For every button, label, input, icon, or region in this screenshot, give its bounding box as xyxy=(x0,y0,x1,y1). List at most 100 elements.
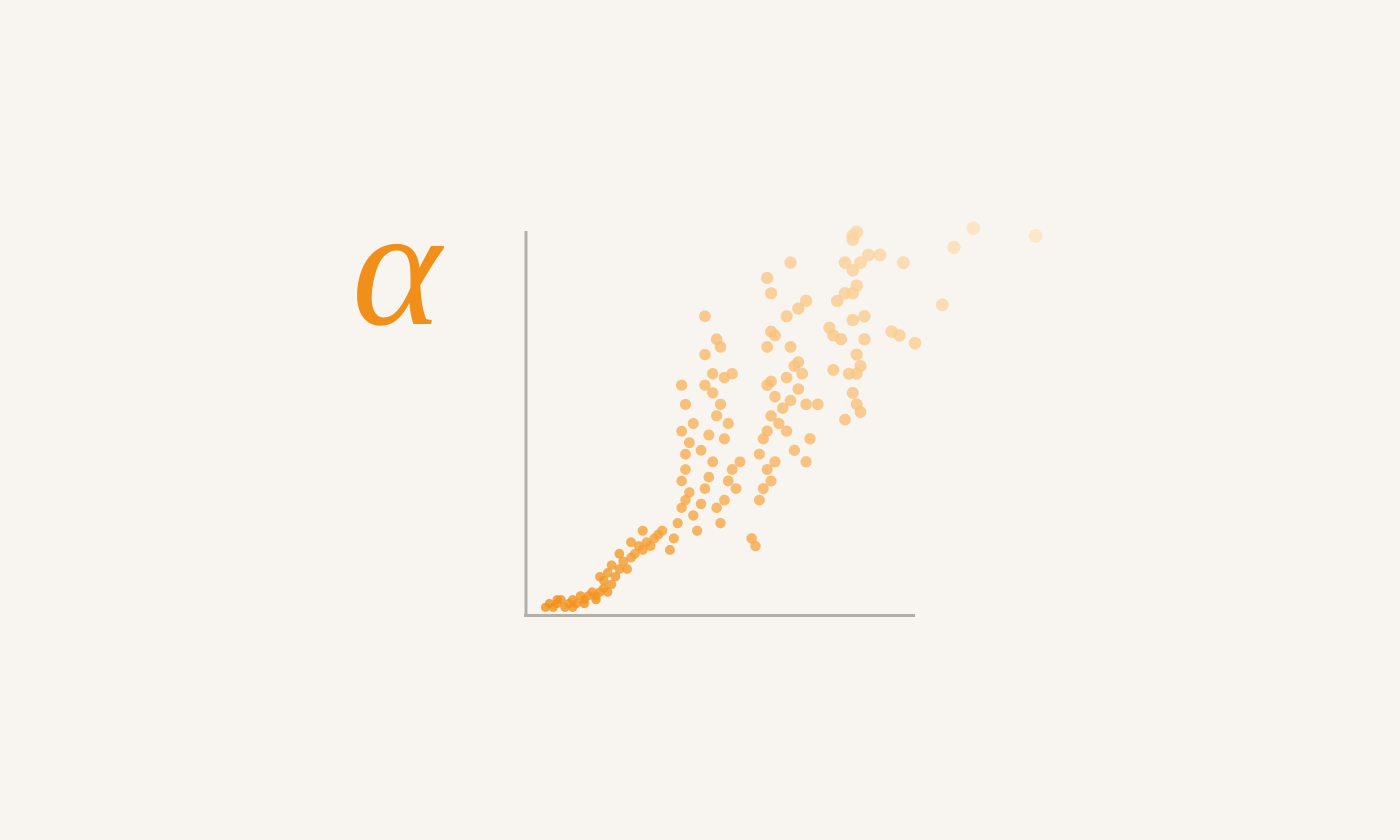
point xyxy=(780,425,793,437)
point xyxy=(699,310,711,323)
point xyxy=(861,248,875,262)
point xyxy=(769,390,781,403)
point xyxy=(680,448,691,460)
point xyxy=(606,560,617,571)
point xyxy=(765,410,777,422)
point xyxy=(610,571,621,582)
point xyxy=(645,541,656,552)
point xyxy=(792,356,805,369)
point xyxy=(947,240,961,254)
point xyxy=(614,564,625,574)
point xyxy=(858,310,871,323)
point xyxy=(691,525,703,536)
point xyxy=(695,498,707,510)
point xyxy=(761,271,774,285)
point xyxy=(858,333,871,346)
point xyxy=(757,483,769,495)
point xyxy=(707,456,719,468)
point xyxy=(811,398,824,411)
point xyxy=(734,456,746,468)
point xyxy=(711,410,723,422)
point xyxy=(637,544,648,555)
point xyxy=(764,287,778,300)
point xyxy=(893,329,906,342)
point xyxy=(784,340,797,353)
point xyxy=(637,525,648,536)
point xyxy=(672,517,683,529)
point xyxy=(688,510,699,521)
point xyxy=(595,571,605,582)
point xyxy=(769,329,781,342)
point xyxy=(854,359,867,373)
point xyxy=(788,444,801,456)
point xyxy=(780,310,793,323)
point xyxy=(606,579,617,590)
point xyxy=(718,433,730,445)
point xyxy=(765,375,777,388)
point xyxy=(726,464,738,475)
point xyxy=(846,313,859,327)
point xyxy=(668,533,679,544)
point xyxy=(687,418,699,429)
point xyxy=(846,263,860,277)
point xyxy=(765,475,777,487)
point xyxy=(838,256,852,269)
point xyxy=(773,417,785,430)
point xyxy=(579,598,590,609)
point xyxy=(796,367,809,380)
point xyxy=(753,494,765,506)
point xyxy=(830,294,844,308)
point xyxy=(614,548,625,559)
point xyxy=(935,298,949,312)
point xyxy=(618,556,629,567)
point xyxy=(780,371,793,384)
point xyxy=(730,483,742,494)
point xyxy=(792,302,805,315)
point xyxy=(629,548,640,559)
point xyxy=(784,256,797,269)
point xyxy=(823,321,836,334)
point xyxy=(850,279,863,292)
point xyxy=(699,348,711,361)
point xyxy=(680,464,691,475)
point xyxy=(873,248,887,262)
point xyxy=(715,517,726,529)
point xyxy=(854,406,867,418)
point xyxy=(839,413,851,426)
point xyxy=(602,568,613,578)
point xyxy=(707,368,719,380)
point xyxy=(799,294,813,308)
point xyxy=(1028,228,1043,243)
point xyxy=(908,336,922,350)
point xyxy=(699,483,711,494)
point xyxy=(846,229,860,243)
point xyxy=(827,363,840,376)
point xyxy=(722,417,734,430)
point xyxy=(684,487,695,498)
point xyxy=(711,502,722,514)
point xyxy=(714,341,727,353)
point xyxy=(707,387,719,399)
point xyxy=(695,444,707,456)
alpha-glyph: α xyxy=(352,173,445,361)
point xyxy=(761,463,773,475)
point xyxy=(846,386,859,399)
point xyxy=(657,525,668,536)
point xyxy=(776,402,789,414)
point xyxy=(626,537,637,548)
point xyxy=(676,425,688,437)
point xyxy=(676,475,687,487)
point xyxy=(703,429,715,441)
point xyxy=(896,256,910,270)
point xyxy=(679,398,692,410)
point xyxy=(746,533,757,544)
point xyxy=(726,367,738,380)
point xyxy=(966,221,981,235)
point xyxy=(761,341,774,353)
point xyxy=(769,456,781,468)
point xyxy=(714,398,727,410)
point xyxy=(722,475,734,487)
point xyxy=(664,544,675,555)
